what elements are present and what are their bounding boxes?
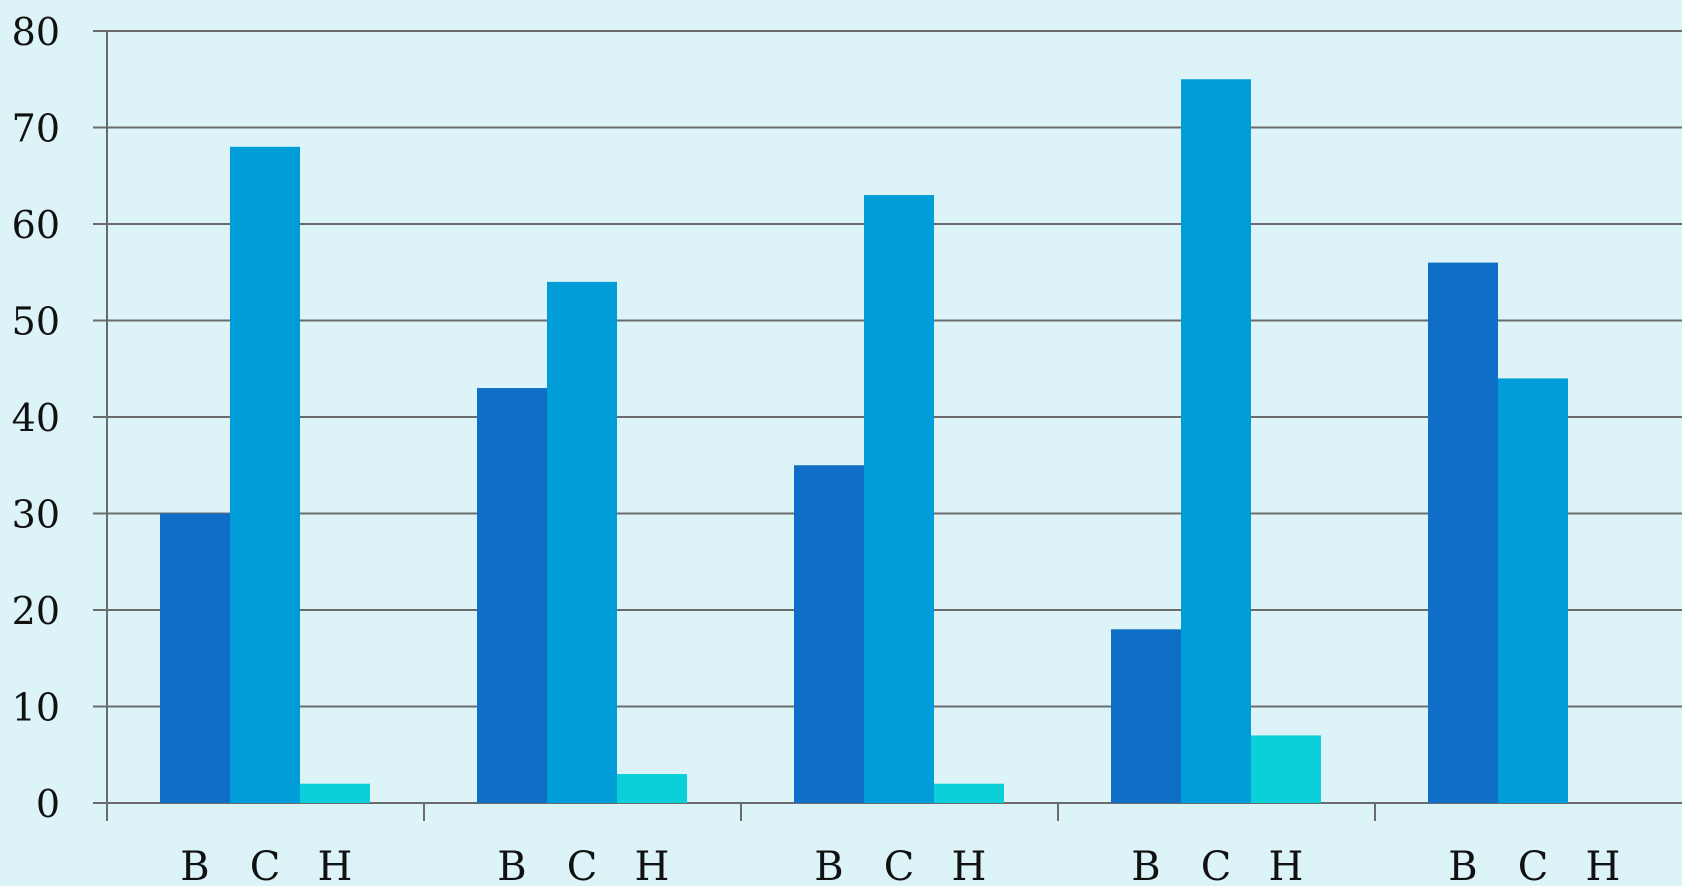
x-tick-label: C — [1518, 844, 1549, 882]
bar-c — [864, 195, 934, 804]
bar-h — [1251, 735, 1321, 803]
bar-b — [477, 388, 547, 803]
x-tick-label: H — [1586, 844, 1621, 882]
bar-h — [934, 783, 1004, 803]
x-tick-label: H — [952, 844, 987, 882]
bar-c — [547, 281, 617, 803]
y-tick-label: 20 — [12, 589, 60, 633]
bar-c — [1181, 79, 1251, 803]
axes — [106, 31, 1376, 821]
x-tick-label: B — [180, 844, 209, 882]
x-tick-label: H — [635, 844, 670, 882]
y-tick-label: 40 — [12, 396, 60, 440]
bar-h — [300, 783, 370, 803]
x-tick-label: H — [318, 844, 353, 882]
y-tick-label: 50 — [12, 300, 60, 344]
bar-b — [794, 465, 864, 803]
y-tick-label: 60 — [12, 203, 60, 247]
y-tick-label: 30 — [12, 493, 60, 537]
x-tick-label: C — [567, 844, 598, 882]
bar-h — [617, 774, 687, 803]
y-tick-label: 80 — [12, 10, 60, 54]
x-tick-label: C — [250, 844, 281, 882]
x-tick-label: C — [884, 844, 915, 882]
bar-b — [1111, 629, 1181, 803]
x-tick-label: H — [1269, 844, 1304, 882]
x-tick-label: B — [1131, 844, 1160, 882]
x-tick-label: B — [497, 844, 526, 882]
bar-b — [160, 513, 230, 803]
x-tick-label: B — [1448, 844, 1477, 882]
bar-c — [1498, 378, 1568, 803]
bars — [160, 79, 1568, 804]
y-tick-label: 70 — [12, 107, 60, 151]
y-tick-label: 10 — [12, 686, 60, 730]
y-tick-label: 0 — [36, 782, 60, 826]
x-tick-label: C — [1201, 844, 1232, 882]
bar-b — [1428, 262, 1498, 804]
x-tick-label: B — [814, 844, 843, 882]
bar-c — [230, 146, 300, 804]
